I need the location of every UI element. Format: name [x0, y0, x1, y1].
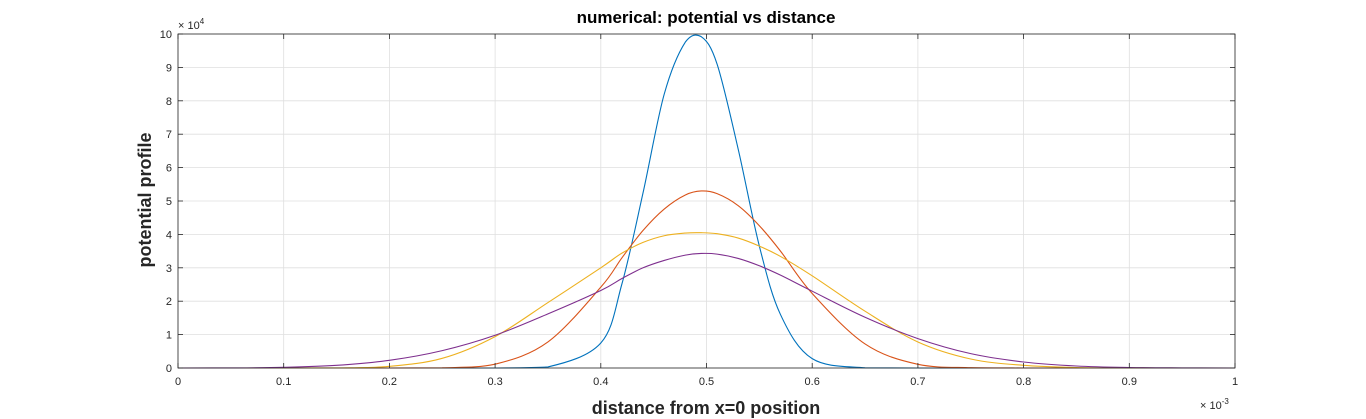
series-line-3 [178, 232, 1235, 369]
x-tick-label: 0.3 [487, 376, 502, 388]
x-tick-label: 0.4 [593, 376, 608, 388]
x-tick-label: 0.9 [1122, 376, 1137, 388]
svg-text:× 104: × 104 [178, 17, 205, 32]
y-tick-label: 3 [166, 263, 172, 275]
y-axis-label: potential profile [135, 133, 155, 268]
y-exponent-power: 4 [200, 17, 205, 26]
x-tick-label: 0.6 [805, 376, 820, 388]
x-tick-label: 0.8 [1016, 376, 1031, 388]
y-tick-label: 4 [166, 229, 172, 241]
x-exponent-label: × 10-3 [1200, 397, 1229, 412]
svg-text:× 10-3: × 10-3 [1200, 397, 1229, 412]
x-axis-label: distance from x=0 position [592, 398, 821, 418]
y-tick-label: 10 [160, 29, 172, 41]
x-tick-label: 1 [1232, 376, 1238, 388]
y-tick-label: 8 [166, 96, 172, 108]
y-tick-label: 1 [166, 330, 172, 342]
y-tick-label: 9 [166, 62, 172, 74]
x-tick-label: 0.5 [699, 376, 714, 388]
x-tick-label: 0.2 [382, 376, 397, 388]
y-tick-label: 5 [166, 196, 172, 208]
chart-title: numerical: potential vs distance [577, 8, 836, 27]
y-tick-label: 7 [166, 129, 172, 141]
y-tick-label: 0 [166, 363, 172, 375]
x-tick-label: 0.7 [910, 376, 925, 388]
x-tick-label: 0.1 [276, 376, 291, 388]
x-exponent-base: × 10 [1200, 400, 1222, 412]
y-exponent-base: × 10 [178, 20, 200, 32]
x-tick-label: 0 [175, 376, 181, 388]
y-tick-label: 6 [166, 163, 172, 175]
series-line-4 [177, 252, 1236, 369]
x-exponent-power: -3 [1222, 397, 1230, 406]
ticks: 0 0.1 0.2 0.3 0.4 0.5 0.6 0.7 0.8 0.9 101234567891… [160, 29, 1238, 388]
y-exponent-label: × 104 [178, 17, 205, 32]
y-tick-label: 2 [166, 296, 172, 308]
